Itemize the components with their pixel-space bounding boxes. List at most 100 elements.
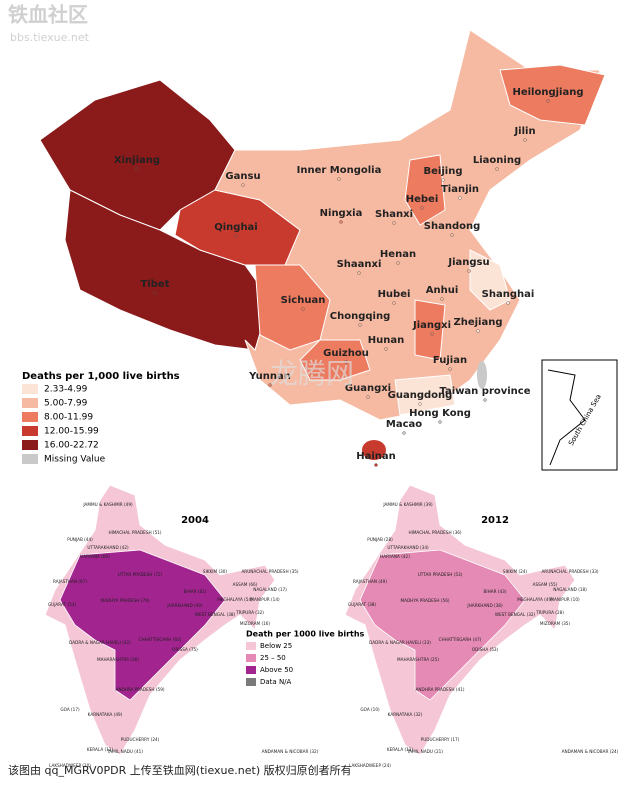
legend-swatch (246, 642, 256, 650)
state-label: NAGALAND (18) (553, 587, 587, 592)
province-marker (523, 138, 527, 142)
state-label: ANDHRA PRADESH (59) (115, 687, 164, 692)
state-label: ANDHRA PRADESH (41) (415, 687, 464, 692)
province-label: Liaoning (473, 155, 521, 166)
legend-label: 16.00-22.72 (44, 441, 99, 451)
state-label: LAKSHADWEEP (20) (49, 763, 91, 768)
legend-swatch (22, 426, 38, 436)
province-label: Henan (380, 249, 416, 260)
state-label: MEGHALAYA (54) (217, 597, 253, 602)
state-label: ODISHA (53) (472, 647, 499, 652)
province-label: Zhejiang (453, 317, 502, 328)
province-label: Tianjin (441, 184, 479, 195)
province-label: Heilongjiang (512, 87, 583, 98)
legend-label: Below 25 (260, 642, 292, 650)
province-label: Shaanxi (337, 259, 382, 270)
province-marker (392, 221, 396, 225)
province-marker (448, 367, 452, 371)
state-label: TAMIL NADU (41) (106, 749, 143, 754)
state-label: UTTAR PRADESH (72) (118, 572, 163, 577)
province-label: Shanghai (482, 289, 535, 300)
province-label: Sichuan (281, 295, 326, 306)
province-label: Yunnan (248, 371, 291, 382)
province-label: Fujian (433, 355, 467, 366)
province-marker (301, 307, 305, 311)
state-label: MANIPUR (14) (250, 597, 280, 602)
watermark-url: bbs.tiexue.net (10, 31, 90, 44)
watermark-overlay: 龙腾网 (270, 357, 354, 390)
province-label: Macao (386, 419, 422, 430)
state-label: CHHATTISGARH (47) (439, 637, 482, 642)
province-label: Beijing (424, 166, 463, 177)
state-label: PUNJAB (28) (367, 537, 393, 542)
province-label: Hainan (356, 451, 396, 462)
legend-swatch (22, 398, 38, 408)
state-label: MIZORAM (35) (540, 621, 571, 626)
state-label: HIMACHAL PRADESH (51) (108, 530, 161, 535)
province-marker (483, 398, 487, 402)
province-label: Qinghai (214, 222, 258, 233)
province-label: Shanxi (375, 209, 413, 220)
state-label: JHARKHAND (49) (166, 603, 203, 608)
province-label: Jiangsu (447, 257, 489, 268)
region-shape (359, 549, 526, 701)
legend-swatch (22, 412, 38, 422)
legend-swatch (246, 666, 256, 674)
region-shape (362, 440, 386, 460)
province-marker (402, 431, 406, 435)
province-marker (339, 220, 343, 224)
province-marker (476, 329, 480, 333)
province-marker (358, 323, 362, 327)
state-label: DADRA & NAGAR HAVELI (33) (369, 640, 431, 645)
state-label: NAGALAND (17) (253, 587, 287, 592)
region-shape (499, 64, 606, 126)
province-marker (374, 463, 378, 467)
india-panel: 2012 JAMMU & KASHMIR (39) HIMACHAL PRADESH… (344, 484, 619, 768)
province-label: Guangxi (345, 383, 391, 394)
province-marker (344, 360, 348, 364)
state-label: PUNJAB (44) (67, 537, 93, 542)
province-marker (396, 261, 400, 265)
watermark-site: 铁血社区 (8, 3, 88, 27)
state-label: UTTARAKHAND (34) (387, 545, 429, 550)
state-label: ANDAMAN & NICOBAR (24) (562, 749, 619, 754)
state-label: GOA (10) (360, 707, 380, 712)
province-marker (268, 383, 272, 387)
state-label: MEGHALAYA (49) (517, 597, 553, 602)
province-label: Xinjiang (114, 155, 160, 166)
panel-year: 2004 (181, 515, 209, 526)
province-label: Hebei (406, 194, 439, 205)
province-label: Inner Mongolia (297, 165, 382, 176)
province-marker (384, 347, 388, 351)
state-label: GUJARAT (53) (48, 602, 76, 607)
legend-label: 25 – 50 (260, 654, 286, 662)
province-label: Hubei (378, 289, 411, 300)
region-shape (477, 361, 487, 389)
state-label: ASSAM (66) (233, 582, 258, 587)
legend-label: 12.00-15.99 (44, 427, 99, 437)
province-marker (441, 178, 445, 182)
state-label: TAMIL NADU (21) (406, 749, 443, 754)
province-label: Jiangxi (412, 320, 451, 331)
state-label: RAJASTHAN (67) (53, 579, 87, 584)
region-shape (414, 299, 446, 361)
province-marker (366, 395, 370, 399)
state-label: MANIPUR (10) (550, 597, 580, 602)
province-label: Guizhou (323, 348, 369, 359)
state-label: KARNATAKA (32) (388, 712, 423, 717)
state-label: UTTAR PRADESH (53) (418, 572, 463, 577)
province-label: Tibet (141, 279, 170, 290)
state-label: LAKSHADWEEP (24) (349, 763, 391, 768)
state-label: BIHAR (61) (184, 589, 207, 594)
province-label: Hong Kong (409, 408, 471, 419)
state-label: ANDAMAN & NICOBAR (32) (262, 749, 319, 754)
state-label: CHHATTISGARH (60) (139, 637, 182, 642)
legend-label: 8.00-11.99 (44, 413, 93, 423)
region-shape (394, 374, 456, 416)
province-label: Taiwan province (439, 386, 530, 397)
state-label: JAMMU & KASHMIR (39) (382, 502, 433, 507)
province-marker (135, 167, 139, 171)
china-map: South China Sea XinjiangTibetQinghaiGans… (22, 29, 618, 471)
state-label: RAJASTHAN (49) (353, 579, 387, 584)
province-marker (357, 271, 361, 275)
